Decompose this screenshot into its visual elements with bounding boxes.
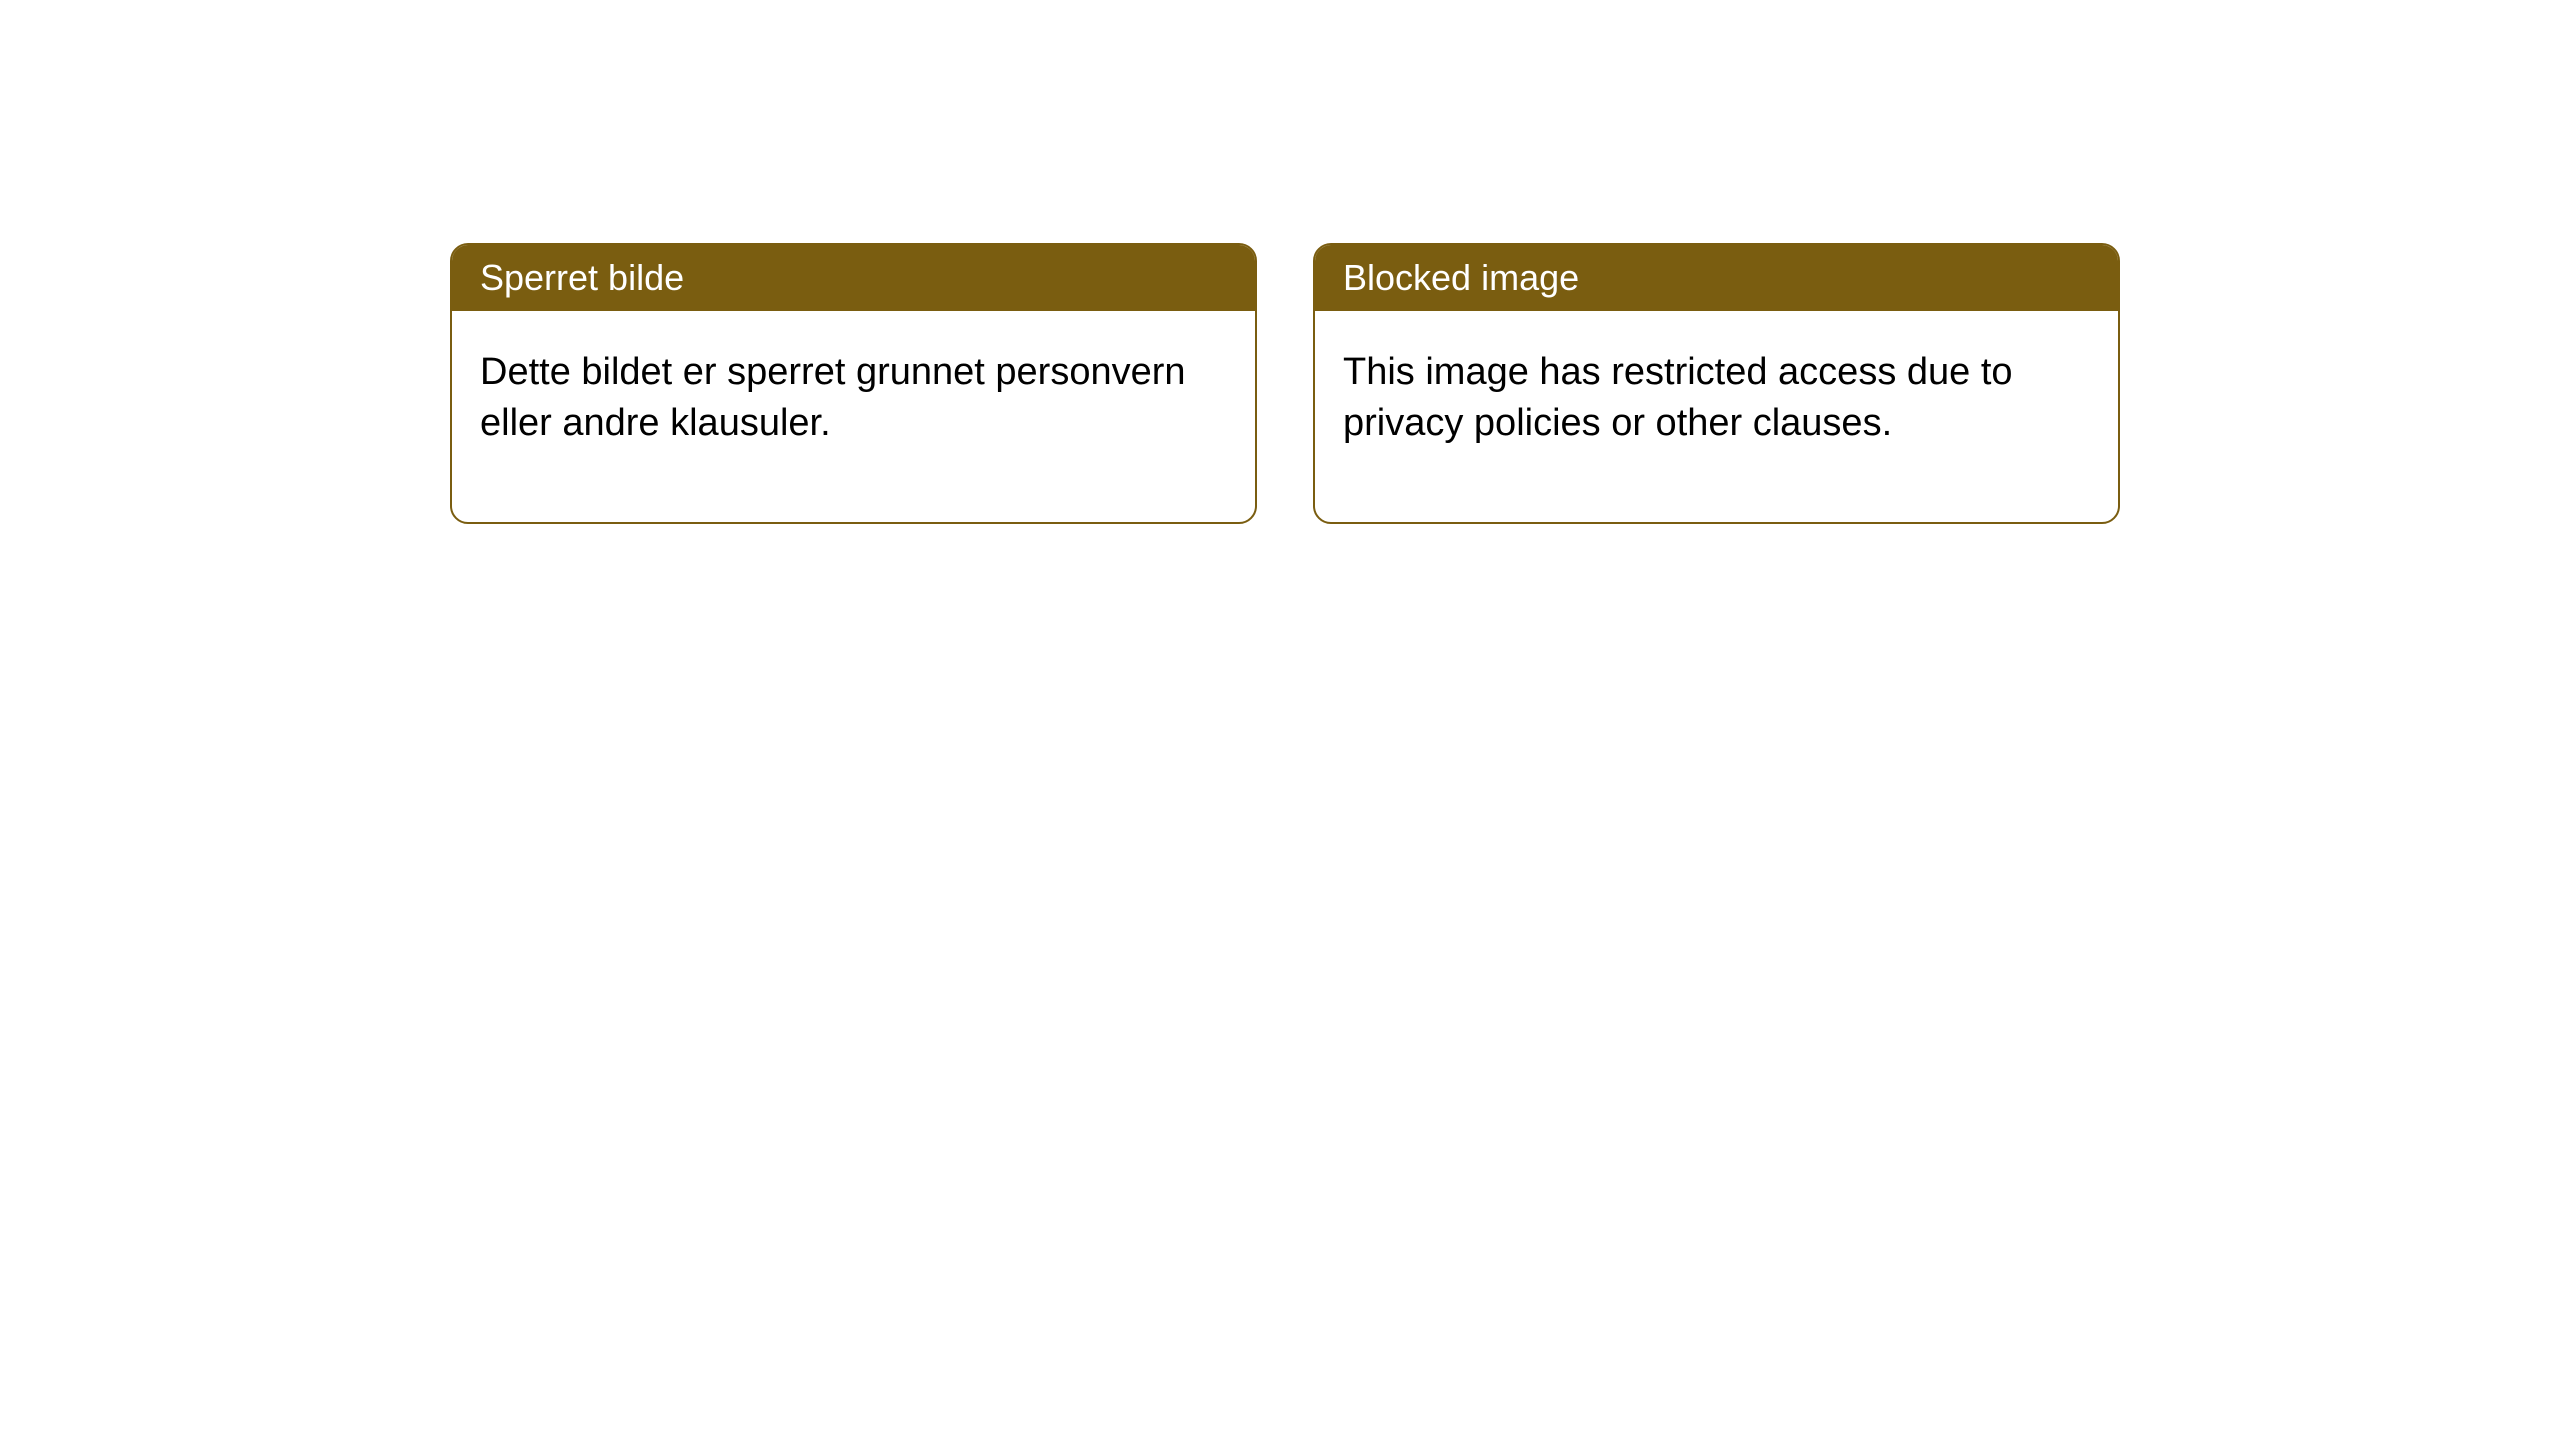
notice-header: Sperret bilde <box>452 245 1255 311</box>
notice-card-norwegian: Sperret bilde Dette bildet er sperret gr… <box>450 243 1257 524</box>
notice-body: Dette bildet er sperret grunnet personve… <box>452 311 1255 522</box>
notice-title: Sperret bilde <box>480 257 684 298</box>
notice-header: Blocked image <box>1315 245 2118 311</box>
notice-container: Sperret bilde Dette bildet er sperret gr… <box>450 243 2120 524</box>
notice-body-text: This image has restricted access due to … <box>1343 351 2013 444</box>
notice-body: This image has restricted access due to … <box>1315 311 2118 522</box>
notice-card-english: Blocked image This image has restricted … <box>1313 243 2120 524</box>
notice-body-text: Dette bildet er sperret grunnet personve… <box>480 351 1186 444</box>
notice-title: Blocked image <box>1343 257 1579 298</box>
